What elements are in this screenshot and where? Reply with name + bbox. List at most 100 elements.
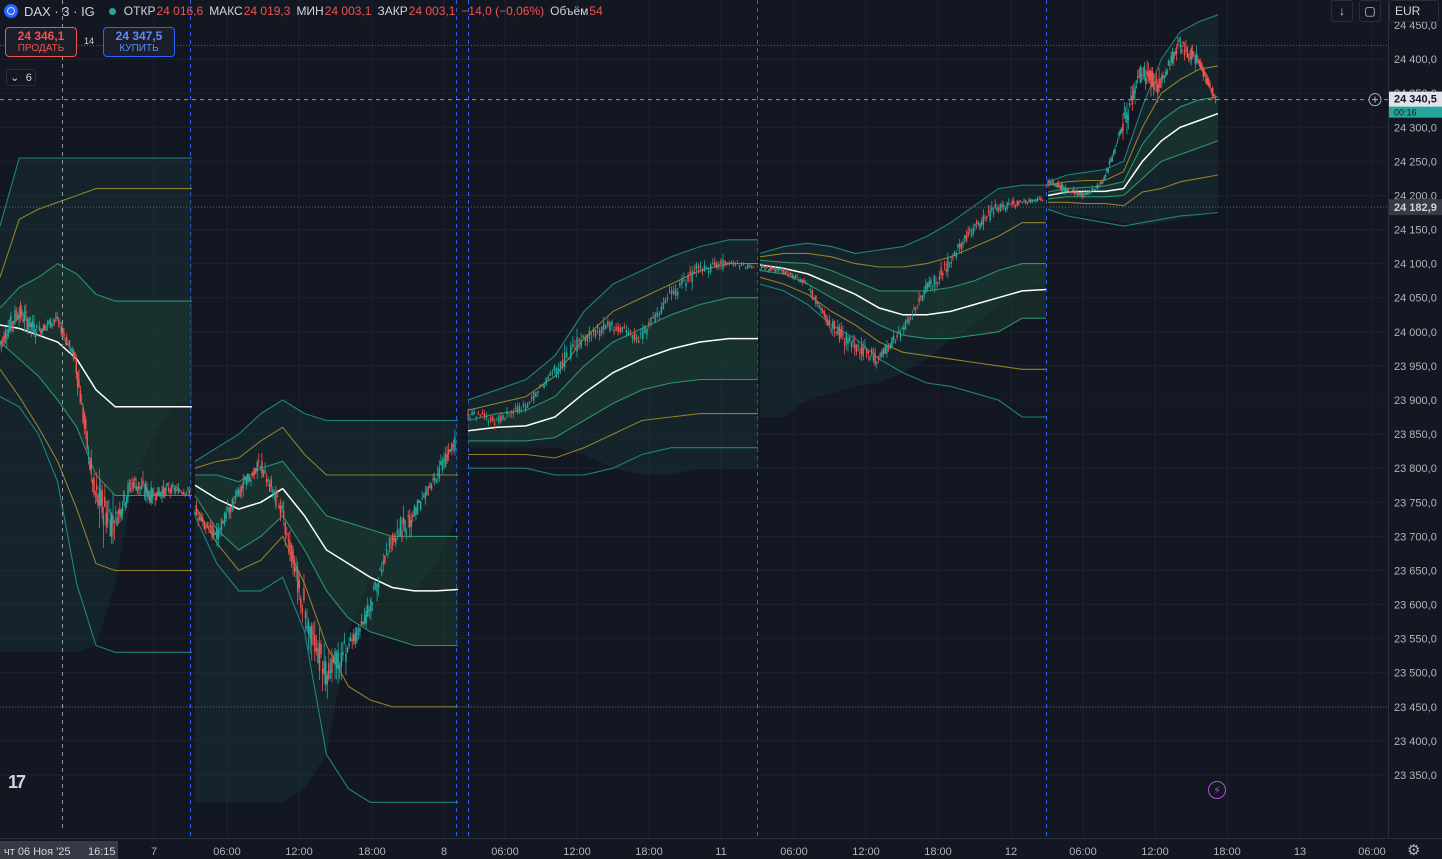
low-label: МИН <box>296 4 324 18</box>
candle-up <box>14 310 16 323</box>
candle-up <box>656 312 658 317</box>
candle-up <box>1134 87 1136 94</box>
currency-selector[interactable]: EUR <box>1389 0 1439 22</box>
price-tick-label: 24 300,0 <box>1394 122 1437 134</box>
candle-up <box>1033 200 1035 202</box>
candle-up <box>212 529 215 537</box>
candle-up <box>140 485 143 489</box>
symbol-title[interactable]: DAX · 3 · IG <box>24 3 95 19</box>
candle-up <box>605 325 607 329</box>
lightning-icon[interactable]: ⚡ <box>1208 781 1226 799</box>
candle-down <box>716 263 718 268</box>
candle-down <box>586 336 589 342</box>
candle-down <box>842 333 844 336</box>
candle-up <box>820 307 822 311</box>
candle-up <box>977 223 980 225</box>
buy-button[interactable]: 24 347,5 КУПИТЬ <box>103 27 175 57</box>
candle-down <box>332 656 335 664</box>
candle-up <box>852 339 854 342</box>
candle-down <box>1001 204 1003 208</box>
candle-down <box>427 486 430 490</box>
candle-down <box>666 297 669 299</box>
candle-up <box>237 490 240 494</box>
candle-up <box>273 493 276 495</box>
candle-up <box>18 314 20 320</box>
candle-down <box>1186 47 1188 58</box>
candle-up <box>1079 192 1081 195</box>
candle-down <box>101 489 103 514</box>
candle-down <box>1152 81 1155 90</box>
candle-down <box>1016 201 1018 206</box>
candle-up <box>16 315 19 320</box>
candle-up <box>947 257 949 272</box>
candle-up <box>559 361 562 368</box>
candle-up <box>1166 70 1168 75</box>
candle-down <box>393 538 395 541</box>
candle-down <box>202 519 204 522</box>
price-axis[interactable]: 24 400,024 350,024 300,024 250,024 200,0… <box>1389 20 1442 782</box>
candle-down <box>514 407 517 409</box>
candle-down <box>789 272 792 275</box>
candle-up <box>398 534 400 536</box>
candle-down <box>751 266 753 269</box>
candle-up <box>547 376 549 380</box>
candle-down <box>351 639 353 642</box>
candle-down <box>477 413 480 415</box>
candle-up <box>658 313 661 316</box>
candle-down <box>652 316 654 318</box>
candle-down <box>539 387 541 389</box>
candle-down <box>447 449 450 455</box>
candle-down <box>512 411 514 414</box>
indicators-toggle[interactable]: ⌄ 6 <box>6 69 36 86</box>
candle-down <box>771 267 773 269</box>
time-tick-label: 12 <box>1005 846 1017 858</box>
candle-up <box>611 321 613 326</box>
candle-up <box>21 309 23 316</box>
band-fill-inner <box>760 260 1046 339</box>
vwap-band-line <box>467 297 758 422</box>
candle-down <box>53 319 56 321</box>
candle-up <box>146 487 148 498</box>
candle-down <box>1059 185 1061 188</box>
candle-up <box>876 362 878 364</box>
candle-up <box>185 491 188 493</box>
price-tick-label: 23 550,0 <box>1394 634 1437 646</box>
candle-up <box>776 269 778 271</box>
gear-icon[interactable]: ⚙ <box>1407 842 1421 859</box>
candle-up <box>438 468 441 479</box>
candle-up <box>879 353 881 356</box>
close-label: ЗАКР <box>377 4 408 18</box>
maximize-button[interactable]: ▢ <box>1359 0 1381 22</box>
candle-down <box>60 327 63 334</box>
candle-down <box>877 356 880 360</box>
candle-up <box>1049 183 1052 185</box>
candle-up <box>1035 199 1037 202</box>
candle-up <box>695 264 698 270</box>
candle-up <box>818 305 820 309</box>
candle-down <box>1209 83 1211 89</box>
candle-up <box>557 368 560 374</box>
candle-down <box>164 488 166 497</box>
candle-down <box>1205 74 1207 83</box>
candle-down <box>987 210 990 212</box>
candle-up <box>553 365 556 371</box>
candle-up <box>742 263 745 265</box>
candle-up <box>1174 51 1176 54</box>
candle-up <box>340 652 343 667</box>
plus-icon <box>1372 96 1378 103</box>
candle-up <box>469 417 471 419</box>
candle-down <box>1026 202 1029 204</box>
candle-up <box>264 470 266 473</box>
time-tick-label: 06:00 <box>780 846 808 858</box>
time-axis[interactable]: 7 06:00 12:00 18:00 8 06:00 12:00 18:00 11 06:00 1… <box>0 841 1386 859</box>
vwap-band-line <box>194 515 458 803</box>
time-tick-label: 7 <box>151 846 157 858</box>
scroll-to-latest-button[interactable]: ↓ <box>1331 0 1353 22</box>
candle-up <box>357 632 360 635</box>
candle-up <box>106 514 109 524</box>
sell-button[interactable]: 24 346,1 ПРОДАТЬ <box>5 27 77 57</box>
candle-up <box>1094 189 1096 191</box>
candle-down <box>1024 199 1027 204</box>
